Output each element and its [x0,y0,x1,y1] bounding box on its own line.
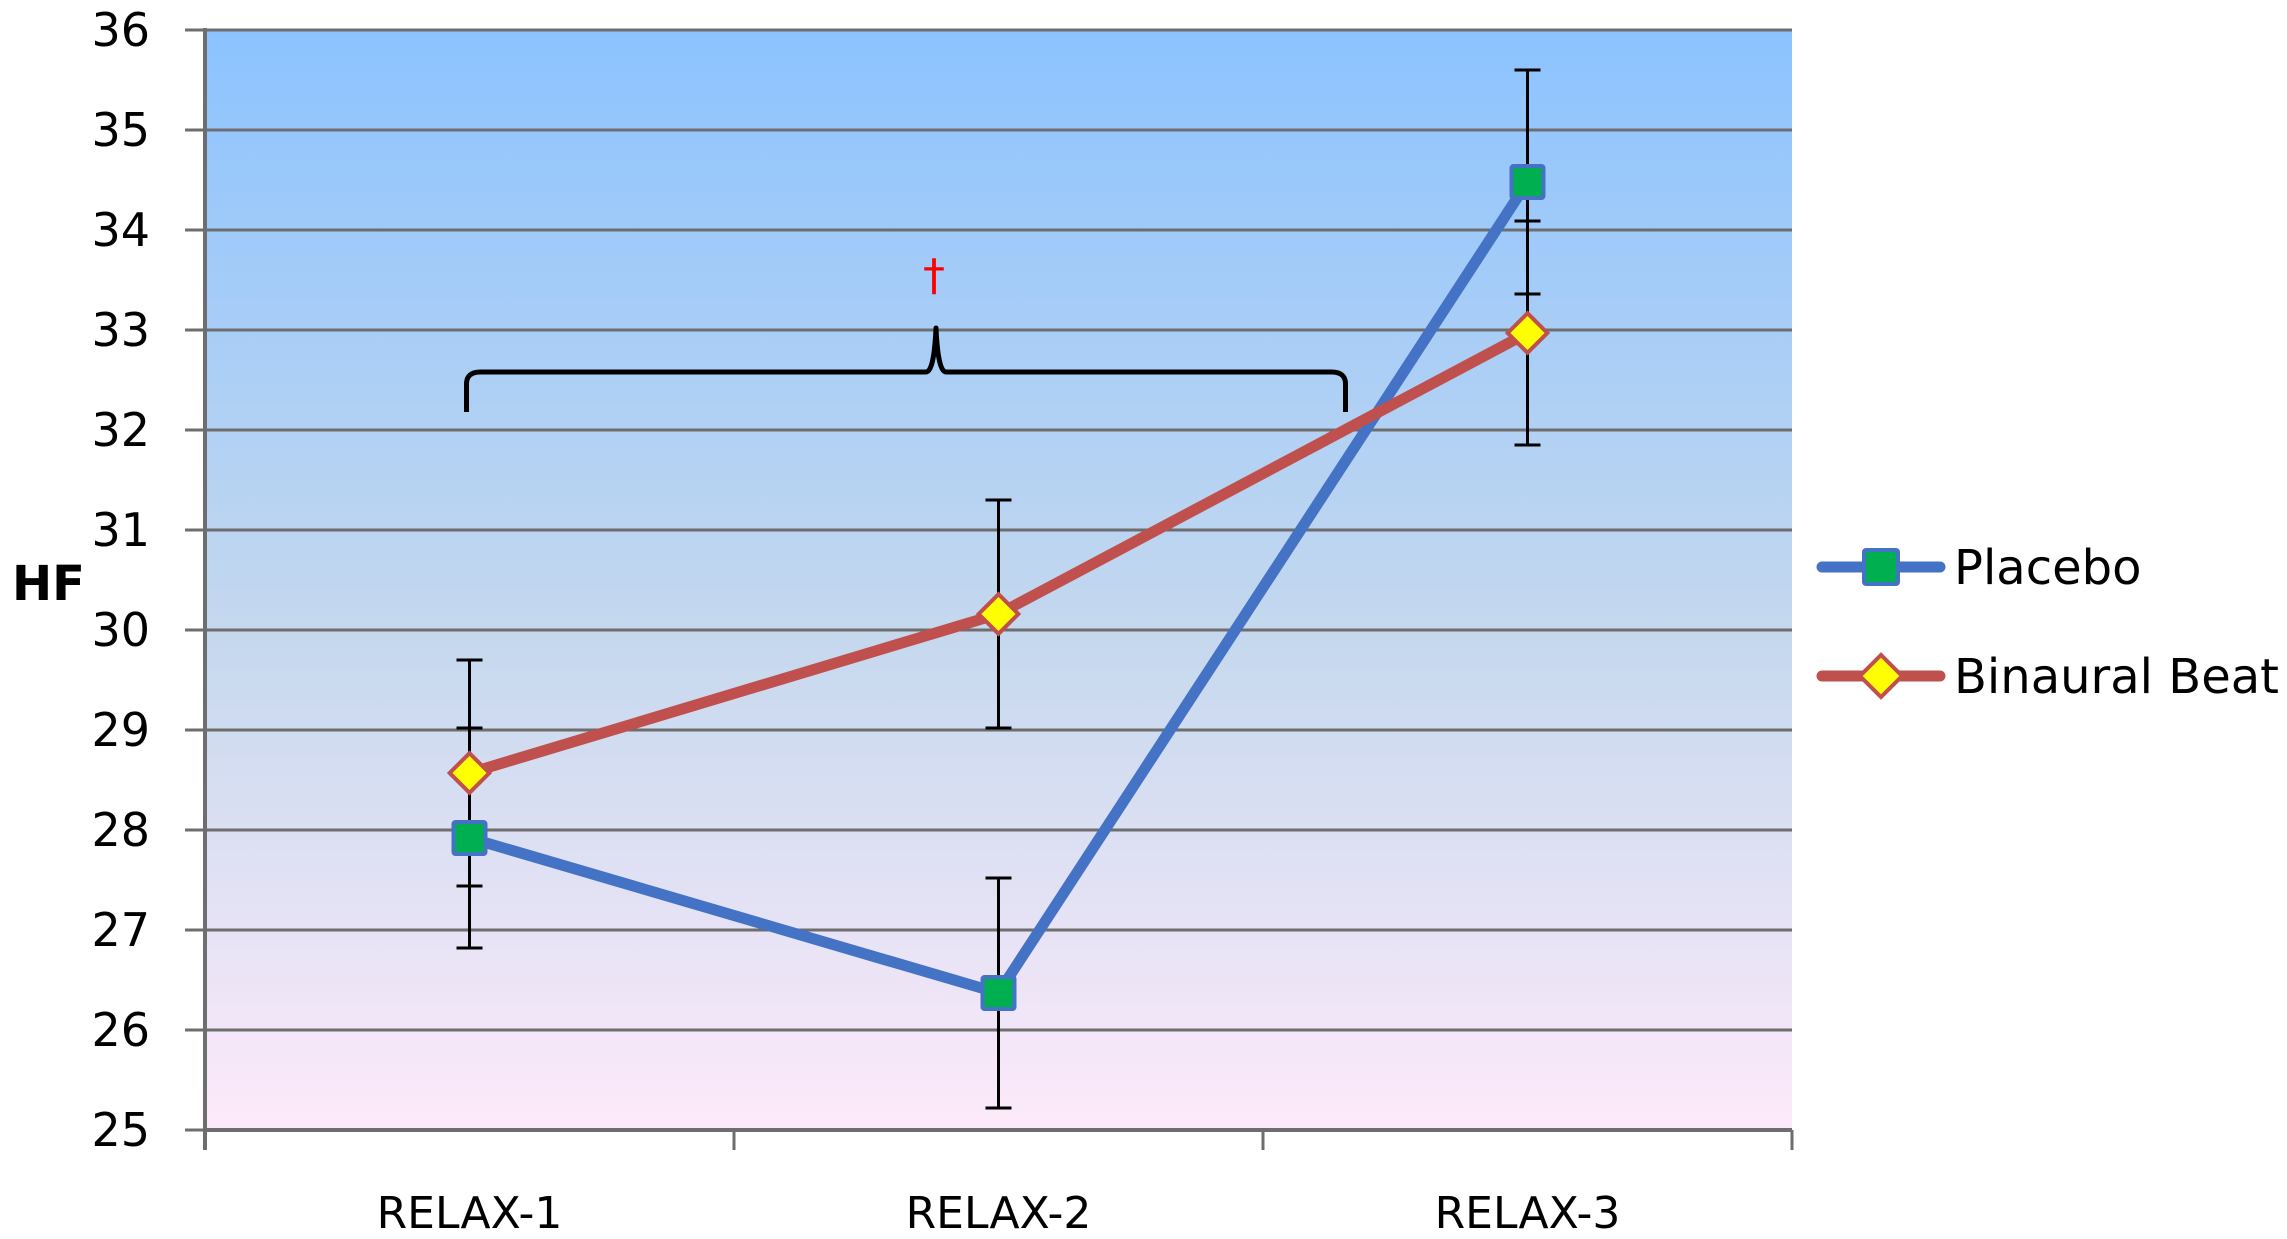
square-marker-icon [1509,164,1546,200]
y-tick-label: 28 [91,803,150,857]
y-tick-label: 31 [91,503,150,557]
y-tick-label: 36 [91,3,150,57]
x-category-label: RELAX-2 [906,1188,1092,1239]
series-layer [446,68,1551,1110]
series-markers [446,164,1551,1011]
legend-item-binaural-beat: Binaural Beat [1816,649,2279,705]
diamond-marker-icon [975,591,1022,637]
x-axis: RELAX-1 RELAX-2 RELAX-3 [203,28,1794,1239]
y-axis-label: HF [12,556,85,612]
x-category-label: RELAX-3 [1435,1188,1621,1239]
y-tick-label: 32 [91,403,150,457]
diamond-marker-icon [446,750,493,796]
y-tick-label: 33 [91,303,150,357]
significance-brace: † [464,250,1348,412]
y-tick-label: 27 [91,903,150,957]
legend-item-placebo: Placebo [1816,540,2141,596]
dagger-significance-marker: † [923,250,945,301]
diamond-marker-icon [1504,310,1551,356]
square-marker-icon [1862,548,1900,586]
diamond-marker-icon [1857,652,1905,700]
y-tick-label: 25 [91,1103,150,1157]
legend-label: Binaural Beat [1954,649,2279,705]
brace-path [464,325,1348,412]
y-axis-ticks: 25 26 27 28 29 30 31 32 33 34 35 36 [91,3,205,1157]
legend: Placebo Binaural Beat [1816,540,2279,705]
y-tick-label: 34 [91,203,150,257]
y-tick-label: 35 [91,103,150,157]
square-marker-icon [451,820,488,856]
legend-label: Placebo [1954,540,2141,596]
y-tick-label: 29 [91,703,150,757]
y-tick-label: 26 [91,1003,150,1057]
square-marker-icon [980,975,1017,1011]
y-tick-label: 30 [91,603,150,657]
x-category-label: RELAX-1 [377,1188,563,1239]
